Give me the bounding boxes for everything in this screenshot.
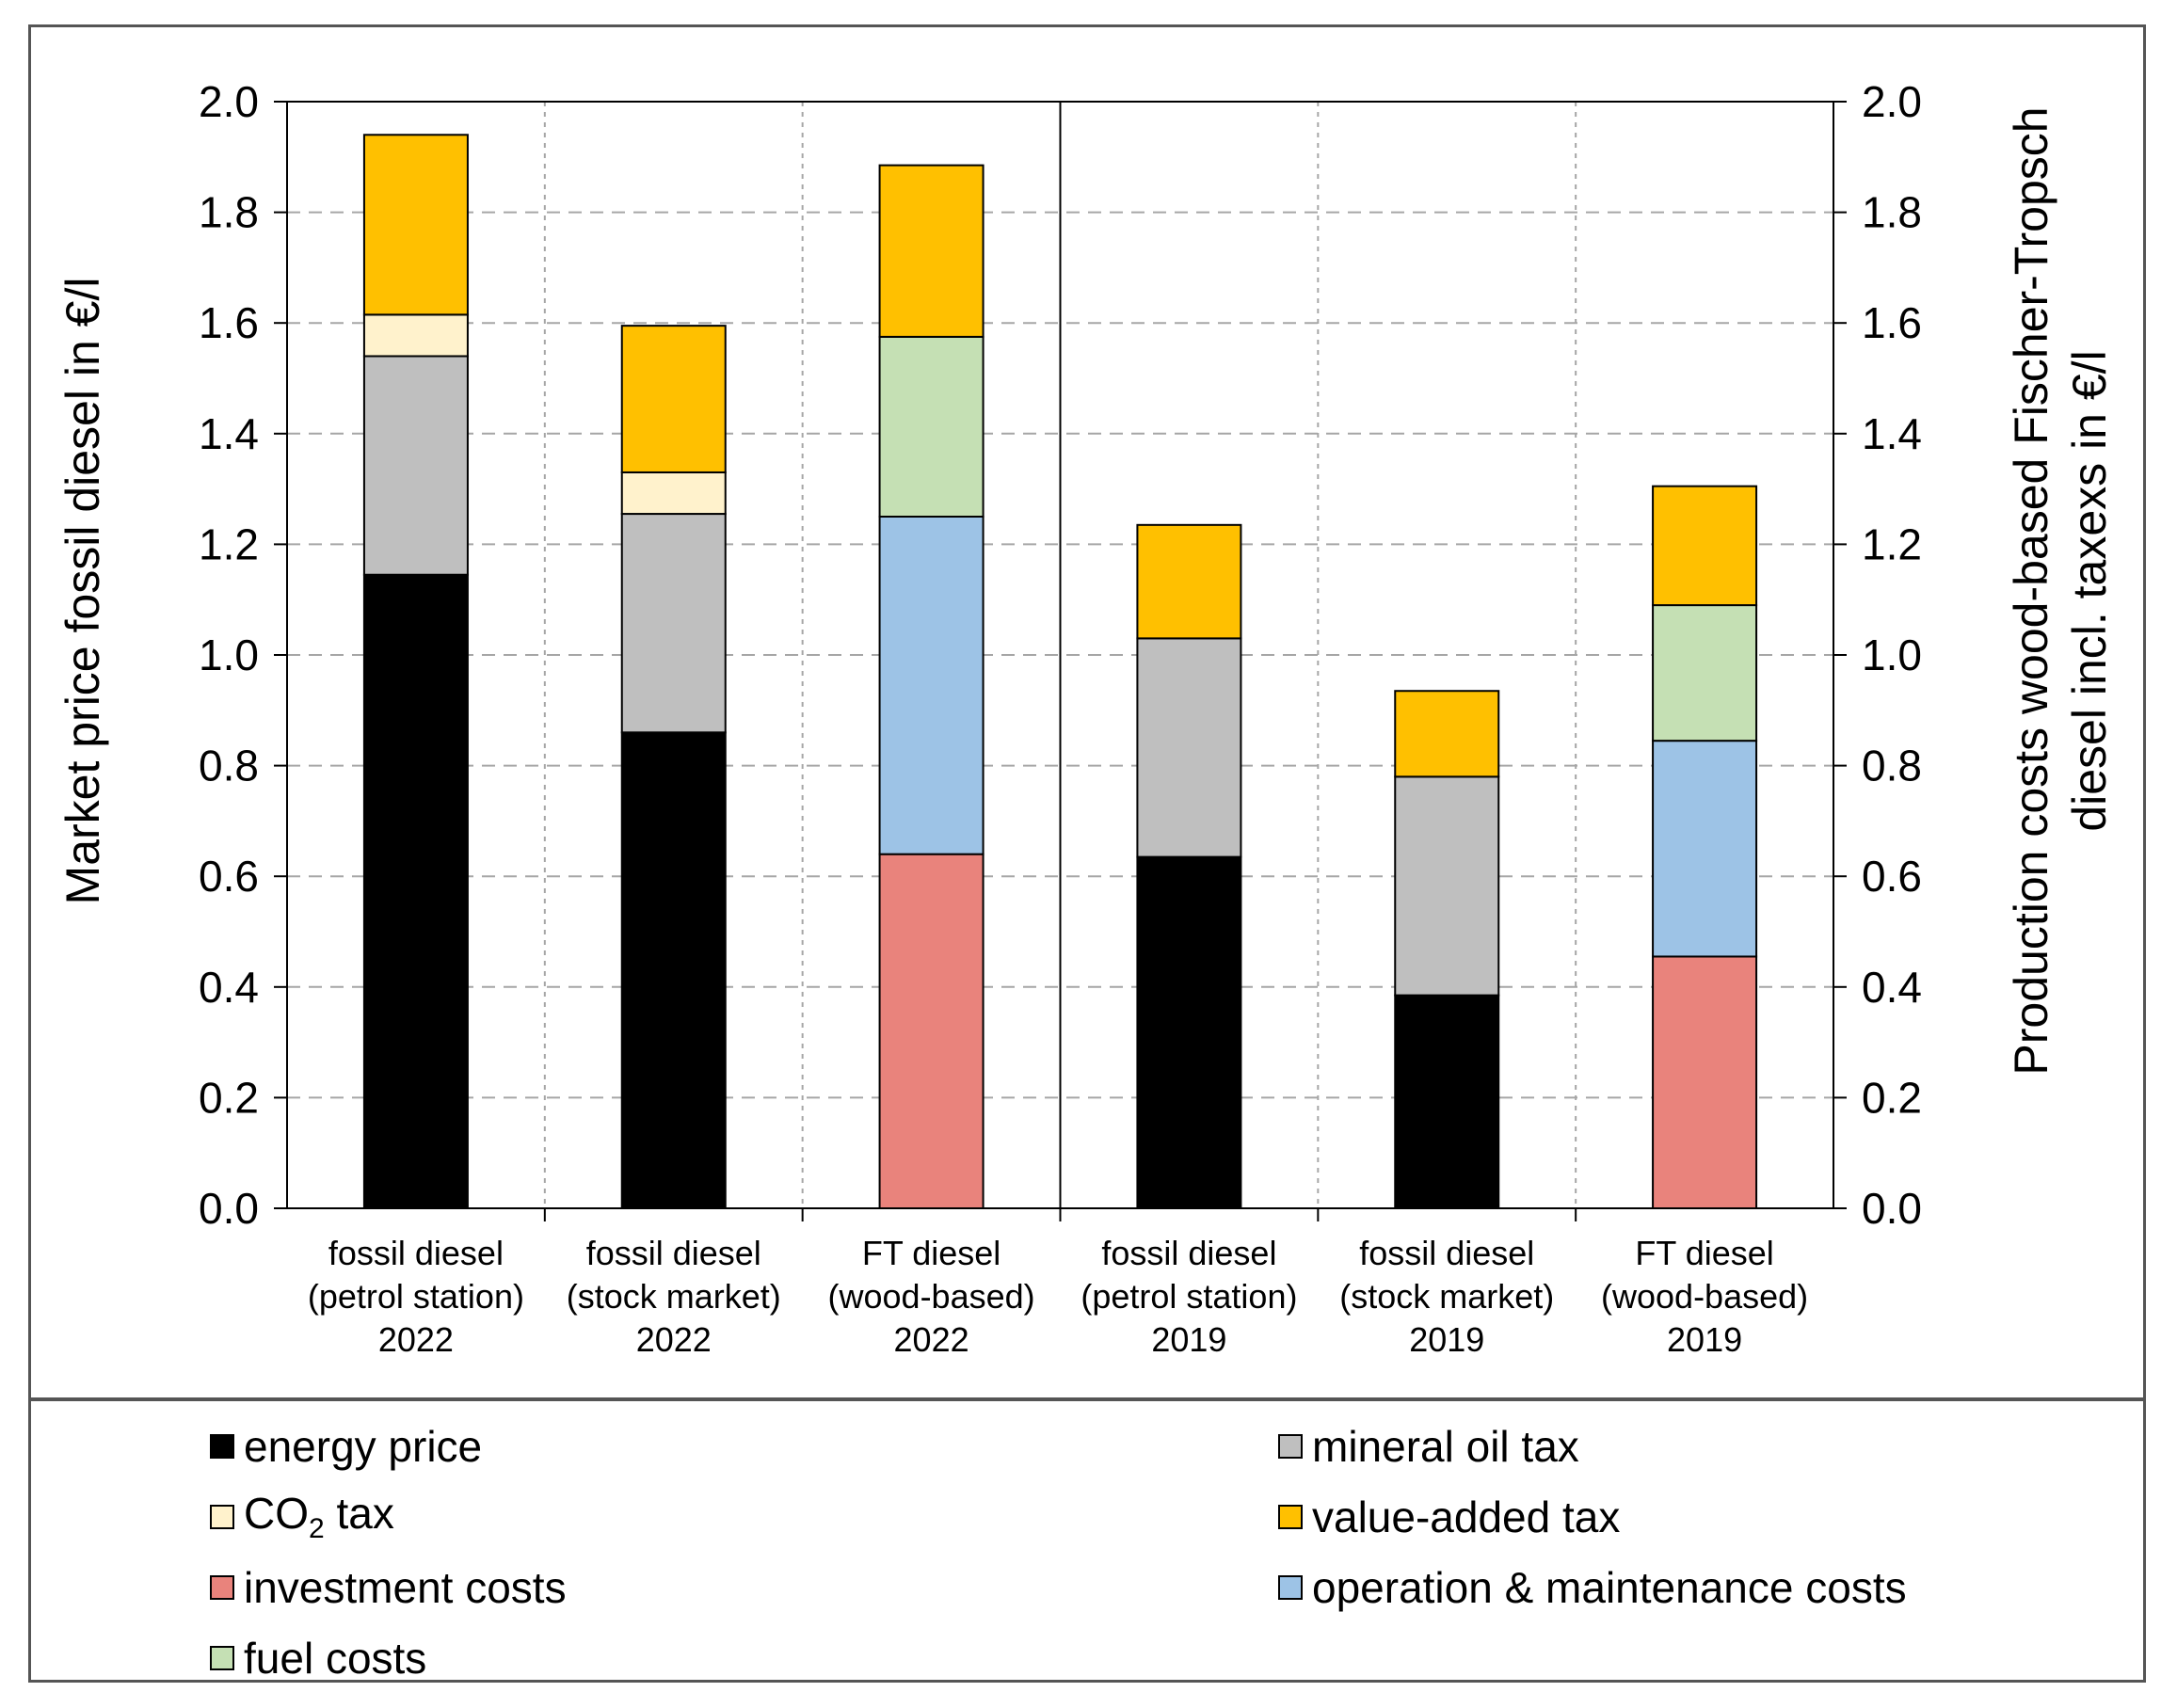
- y-tick-label-right: 0.8: [1862, 742, 1922, 790]
- category-label-1-line-2: (petrol station): [308, 1277, 524, 1316]
- legend-item-investment-costs: investment costs: [210, 1559, 567, 1616]
- bar-segment-mineral-oil-tax-1: [362, 355, 469, 576]
- category-label-4-line-2: (petrol station): [1080, 1277, 1297, 1316]
- legend-label-mineral-oil-tax: mineral oil tax: [1312, 1422, 1579, 1471]
- bar-segment-investment-costs-6: [1652, 955, 1758, 1210]
- legend-label-fuel-costs: fuel costs: [244, 1634, 427, 1683]
- bar-segment-value-added-tax-5: [1394, 690, 1500, 778]
- bar-segment-energy-price-5: [1394, 994, 1500, 1209]
- y-tick-label-right: 1.2: [1862, 519, 1922, 568]
- legend-item-fuel-costs: fuel costs: [210, 1630, 426, 1686]
- grid-layer: [287, 101, 1833, 1208]
- y-tick-label-right: 1.8: [1862, 188, 1922, 237]
- y-tick-label-left: 1.8: [199, 188, 259, 237]
- axes-layer: [274, 101, 1847, 1221]
- chart-svg: 0.0 0.0 0.2 0.2 0.4 0.4 0.6 0.6 0.8 0.8 1.0 1.0 1.2 1…: [56, 77, 2116, 1359]
- category-label-1-line-3: 2022: [378, 1320, 454, 1359]
- y-tick-label-right: 2.0: [1862, 77, 1922, 126]
- bar-segment-investment-costs-3: [878, 853, 984, 1209]
- y-tick-label-right: 0.6: [1862, 852, 1922, 901]
- y-tick-label-right: 0.4: [1862, 963, 1922, 1012]
- ticks-layer: 0.0 0.0 0.2 0.2 0.4 0.4 0.6 0.6 0.8 0.8 1.0 1.0 1.2 1…: [199, 77, 1922, 1233]
- bar-segment-value-added-tax-6: [1652, 485, 1758, 607]
- category-label-6-line-2: (wood-based): [1601, 1277, 1808, 1316]
- y-axis-title-right-line1: Production costs wood-based Fischer-Trop…: [2005, 106, 2057, 1075]
- bar-segment-mineral-oil-tax-4: [1136, 637, 1242, 858]
- legend-swatch-operation-maintenance: [1278, 1575, 1303, 1600]
- legend-label-investment-costs: investment costs: [244, 1563, 567, 1612]
- legend-item-co2-tax: CO2 tax: [210, 1489, 394, 1545]
- category-label-3-line-3: 2022: [894, 1320, 969, 1359]
- y-tick-label-left: 0.2: [199, 1073, 259, 1122]
- bars-layer: [362, 134, 1758, 1210]
- bar-segment-energy-price-4: [1136, 855, 1242, 1209]
- bar-segment-value-added-tax-1: [362, 134, 469, 316]
- category-label-6-line-1: FT diesel: [1635, 1234, 1773, 1272]
- bar-segment-fuel-costs-6: [1652, 604, 1758, 742]
- category-label-3-line-1: FT diesel: [862, 1234, 1000, 1272]
- y-tick-label-right: 0.2: [1862, 1073, 1922, 1122]
- y-axis-title-right-line2: diesel incl. taxexs in €/l: [2063, 350, 2116, 831]
- legend-swatch-investment-costs: [210, 1575, 234, 1600]
- y-tick-label-right: 1.4: [1862, 409, 1922, 458]
- plot-area-border: [286, 101, 1834, 1209]
- legend-item-mineral-oil-tax: mineral oil tax: [1278, 1418, 1579, 1475]
- bar-segment-co2-tax-2: [620, 471, 727, 516]
- legend-label-operation-maintenance: operation & maintenance costs: [1312, 1563, 1907, 1612]
- legend-item-value-added-tax: value-added tax: [1278, 1489, 1620, 1545]
- category-label-5-line-2: (stock market): [1339, 1277, 1554, 1316]
- legend-label-energy-price: energy price: [244, 1422, 483, 1471]
- legend: energy price mineral oil tax CO2 tax val…: [28, 1398, 2146, 1683]
- legend-label-value-added-tax: value-added tax: [1312, 1493, 1621, 1541]
- bar-segment-energy-price-2: [620, 731, 727, 1209]
- legend-swatch-mineral-oil-tax: [1278, 1434, 1303, 1459]
- y-tick-label-left: 0.8: [199, 742, 259, 790]
- bar-segment-fuel-costs-3: [878, 335, 984, 518]
- category-label-5-line-3: 2019: [1409, 1320, 1484, 1359]
- bar-segment-mineral-oil-tax-5: [1394, 775, 1500, 997]
- y-tick-label-left: 2.0: [199, 77, 259, 126]
- y-tick-label-left: 0.4: [199, 963, 259, 1012]
- category-label-2-line-2: (stock market): [567, 1277, 781, 1316]
- legend-swatch-value-added-tax: [1278, 1505, 1303, 1529]
- category-label-1-line-1: fossil diesel: [328, 1234, 504, 1272]
- category-labels: fossil diesel (petrol station) 2022 fossil …: [308, 1234, 1808, 1359]
- category-label-2-line-1: fossil diesel: [586, 1234, 761, 1272]
- legend-label-co2-tax: CO2 tax: [244, 1489, 394, 1545]
- y-tick-label-left: 1.2: [199, 519, 259, 568]
- legend-item-energy-price: energy price: [210, 1418, 482, 1475]
- legend-item-operation-maintenance: operation & maintenance costs: [1278, 1559, 1907, 1616]
- legend-swatch-fuel-costs: [210, 1646, 234, 1670]
- y-axis-title-left: Market price fossil diesel in €/l: [56, 278, 109, 905]
- category-label-5-line-1: fossil diesel: [1359, 1234, 1534, 1272]
- y-tick-label-right: 1.6: [1862, 298, 1922, 347]
- y-tick-label-left: 1.6: [199, 298, 259, 347]
- category-label-4-line-3: 2019: [1151, 1320, 1226, 1359]
- category-label-2-line-3: 2022: [636, 1320, 712, 1359]
- bar-segment-energy-price-1: [362, 573, 469, 1209]
- y-tick-label-left: 1.4: [199, 409, 259, 458]
- y-tick-label-left: 1.0: [199, 631, 259, 679]
- category-label-4-line-1: fossil diesel: [1101, 1234, 1276, 1272]
- bar-segment-value-added-tax-3: [878, 164, 984, 338]
- y-tick-label-right: 1.0: [1862, 631, 1922, 679]
- y-tick-label-right: 0.0: [1862, 1184, 1922, 1233]
- category-label-6-line-3: 2019: [1667, 1320, 1742, 1359]
- legend-swatch-energy-price: [210, 1434, 234, 1459]
- bar-segment-operation-maintenance-costs-3: [878, 516, 984, 855]
- bar-segment-value-added-tax-2: [620, 325, 727, 473]
- category-label-3-line-2: (wood-based): [828, 1277, 1035, 1316]
- y-tick-label-left: 0.0: [199, 1184, 259, 1233]
- legend-swatch-co2-tax: [210, 1505, 234, 1529]
- bar-segment-operation-maintenance-costs-6: [1652, 740, 1758, 958]
- bar-segment-mineral-oil-tax-2: [620, 513, 727, 734]
- y-tick-label-left: 0.6: [199, 852, 259, 901]
- bar-segment-value-added-tax-4: [1136, 523, 1242, 640]
- bar-segment-co2-tax-1: [362, 313, 469, 358]
